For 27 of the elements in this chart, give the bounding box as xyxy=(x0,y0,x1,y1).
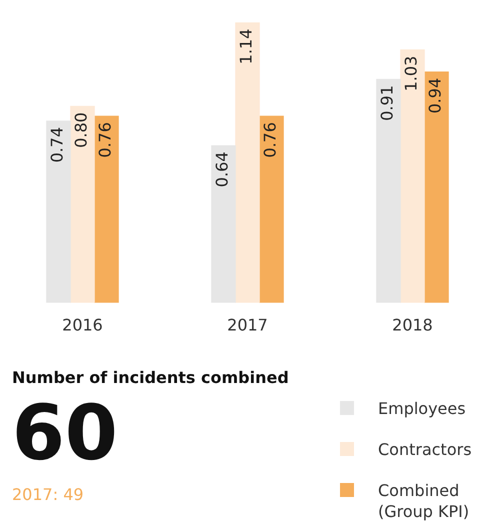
data-label: 0.64 xyxy=(212,152,232,188)
bar xyxy=(235,22,260,303)
bar xyxy=(376,78,401,303)
data-label: 0.94 xyxy=(426,78,445,114)
legend-label: Contractors xyxy=(378,439,473,460)
bar xyxy=(46,120,71,303)
text: 2017: 49 xyxy=(12,485,85,504)
bar xyxy=(211,145,236,303)
x-tick-label: 2018 xyxy=(392,316,433,335)
bar xyxy=(424,72,449,303)
legend-label: Combined (Group KPI) xyxy=(378,480,470,522)
x-tick-label: 2016 xyxy=(62,316,103,335)
data-label: 0.91 xyxy=(378,85,397,121)
data-label: 0.80 xyxy=(72,112,91,148)
data-label: 0.76 xyxy=(260,122,280,158)
text: 60 xyxy=(12,388,119,477)
data-label: 0.74 xyxy=(48,127,67,163)
bar xyxy=(259,116,284,303)
bar xyxy=(70,106,95,303)
x-tick-label: 2017 xyxy=(227,316,268,335)
data-label: 0.76 xyxy=(96,122,115,158)
bar xyxy=(94,116,119,303)
legend-label: Employees xyxy=(378,398,467,419)
text: Number of incidents combined xyxy=(12,368,290,387)
bar xyxy=(400,49,425,303)
data-label: 1.14 xyxy=(236,28,256,64)
data-label: 1.03 xyxy=(402,56,421,92)
